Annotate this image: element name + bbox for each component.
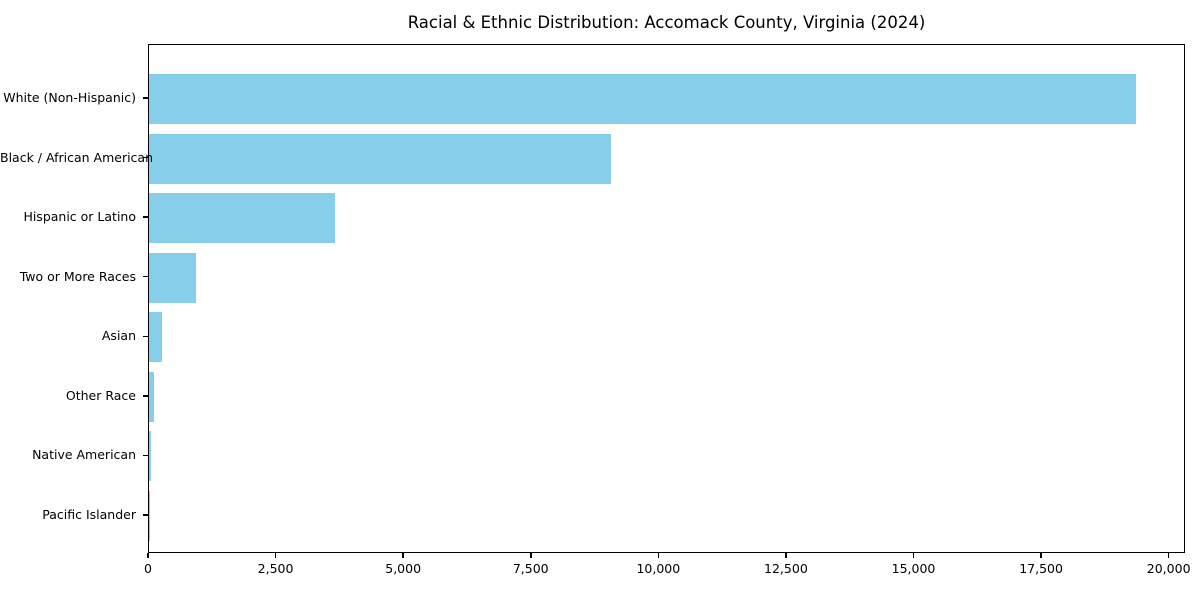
x-tick-mark xyxy=(1167,553,1170,558)
x-tick-label: 5,000 xyxy=(385,561,422,576)
bar-two-or-more-races xyxy=(149,252,196,303)
y-tick-label: Native American xyxy=(32,447,136,463)
chart-title: Racial & Ethnic Distribution: Accomack C… xyxy=(407,13,926,32)
x-tick-mark xyxy=(530,553,532,558)
y-tick-mark xyxy=(143,514,148,516)
x-tick-mark xyxy=(785,553,787,558)
y-tick-mark xyxy=(143,97,148,99)
plot-area xyxy=(148,44,1185,553)
y-tick-mark xyxy=(143,395,148,397)
y-tick-label: Pacific Islander xyxy=(42,506,136,522)
x-tick-mark xyxy=(912,553,915,558)
x-tick-label: 17,500 xyxy=(1019,561,1063,576)
x-tick-mark xyxy=(402,553,404,558)
y-tick-mark xyxy=(143,335,148,338)
x-tick-mark xyxy=(657,553,660,558)
x-tick-label: 12,500 xyxy=(764,561,808,576)
y-tick-label: White (Non-Hispanic) xyxy=(3,90,136,105)
y-tick-mark xyxy=(143,275,148,278)
bar-native-american xyxy=(149,431,152,482)
x-tick-mark xyxy=(274,553,277,558)
bar-white-non-hispanic xyxy=(149,74,1137,124)
y-tick-mark xyxy=(143,156,148,159)
x-tick-label: 10,000 xyxy=(636,561,681,576)
y-tick-label: Hispanic or Latino xyxy=(23,209,136,225)
y-tick-label: Black / African American xyxy=(0,149,154,165)
bar-black-african-american xyxy=(149,133,611,184)
x-tick-label: 2,500 xyxy=(257,561,294,576)
y-tick-label: Asian xyxy=(101,328,136,344)
y-tick-label: Other Race xyxy=(65,387,136,403)
x-tick-label: 0 xyxy=(144,561,152,576)
x-tick-label: 7,500 xyxy=(512,561,549,576)
y-tick-label: Two or More Races xyxy=(19,268,136,284)
bar-asian xyxy=(149,312,163,363)
bar-hispanic-or-latino xyxy=(149,193,336,244)
bar-other-race xyxy=(149,371,155,422)
x-tick-label: 15,000 xyxy=(891,561,936,576)
x-tick-label: 20,000 xyxy=(1146,561,1191,576)
x-tick-mark xyxy=(1040,553,1042,558)
y-tick-mark xyxy=(143,454,148,457)
y-tick-mark xyxy=(143,216,148,218)
bar-pacific-islander xyxy=(149,490,150,541)
x-tick-mark xyxy=(147,553,149,558)
